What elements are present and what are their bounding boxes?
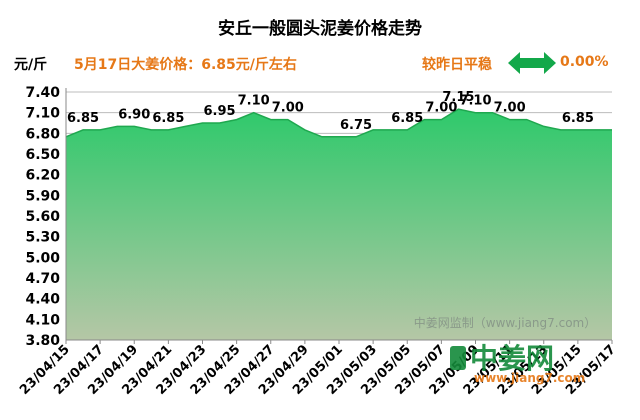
y-tick-label: 4.70 xyxy=(25,271,60,287)
price-line xyxy=(65,108,612,138)
change-percent: 0.00% xyxy=(560,54,609,70)
data-label: 6.95 xyxy=(204,104,236,119)
unit-label: 元/斤 xyxy=(14,57,48,73)
data-label: 7.00 xyxy=(425,101,457,116)
data-label: 7.00 xyxy=(272,101,304,116)
watermark-text: 中姜网监制（www.jiang7.com） xyxy=(414,315,596,330)
price-area xyxy=(66,109,612,340)
y-tick-label: 7.10 xyxy=(25,106,60,122)
y-tick-label: 7.40 xyxy=(25,85,60,101)
ginger-icon xyxy=(450,346,466,370)
data-label: 6.85 xyxy=(67,111,99,126)
y-tick-label: 5.30 xyxy=(25,230,60,246)
logo-url: www.jiang7.com xyxy=(474,371,585,385)
compare-text: 较昨日平稳 xyxy=(422,57,492,73)
data-label: 7.15 xyxy=(442,90,474,105)
y-tick-label: 5.00 xyxy=(25,250,60,266)
today-price-text: 5月17日大姜价格：6.85元/斤左右 xyxy=(74,57,297,73)
y-tick-label: 5.90 xyxy=(25,188,60,204)
data-label: 6.85 xyxy=(562,111,594,126)
data-label: 7.10 xyxy=(459,94,491,109)
data-label: 6.85 xyxy=(391,111,423,126)
data-label: 6.75 xyxy=(340,118,372,133)
chart-title: 安丘一般圆头泥姜价格走势 xyxy=(218,19,422,39)
y-tick-label: 3.80 xyxy=(25,333,60,349)
logo-text: 中姜网 xyxy=(470,342,554,375)
data-label: 7.00 xyxy=(494,101,526,116)
y-tick-label: 6.50 xyxy=(25,147,60,163)
data-label: 6.90 xyxy=(118,107,150,122)
y-tick-label: 6.80 xyxy=(25,126,60,142)
y-tick-label: 6.20 xyxy=(25,168,60,184)
data-label: 7.10 xyxy=(238,94,270,109)
data-label: 6.85 xyxy=(152,111,184,126)
y-tick-label: 5.60 xyxy=(25,209,60,225)
y-tick-label: 4.10 xyxy=(25,312,60,328)
y-tick-label: 4.40 xyxy=(25,292,60,308)
double-arrow-icon xyxy=(508,52,556,74)
